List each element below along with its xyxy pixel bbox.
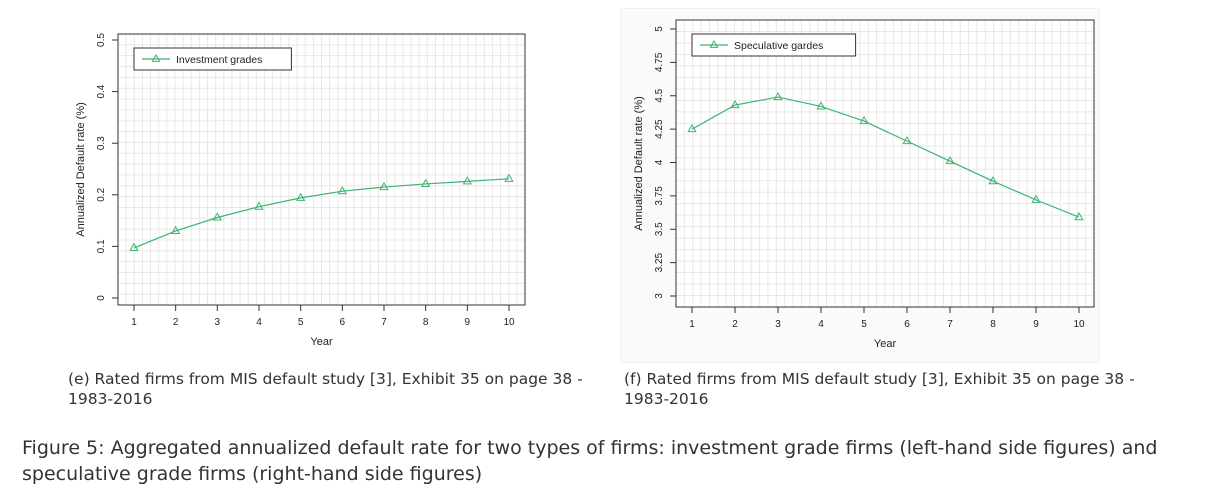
x-tick-label: 8 bbox=[990, 319, 996, 330]
y-tick-label: 5 bbox=[654, 26, 665, 32]
series-line bbox=[691, 96, 1080, 218]
chart-panel-investment: 1 2 3 4 5 6 7 8 9 10 0 0.1 0.2 0.3 0.4 0.5 Year Annualize… bbox=[60, 14, 540, 359]
x-tick-label: 5 bbox=[861, 319, 867, 330]
legend-box bbox=[691, 33, 857, 57]
y-tick-label: 4.75 bbox=[654, 52, 665, 72]
x-tick-label: 2 bbox=[173, 317, 179, 328]
data-point-marker bbox=[1074, 212, 1084, 221]
chart-speculative-grades: 1 2 3 4 5 6 7 8 9 10 3 3.25 3.5 3.75 4 4.25 4.5 4.75 5 Year… bbox=[633, 19, 1095, 350]
chart-panel-speculative: 1 2 3 4 5 6 7 8 9 10 3 3.25 3.5 3.75 4 4.25 4.5 4.75 5 Year… bbox=[620, 8, 1100, 363]
x-tick-label: 1 bbox=[131, 317, 137, 328]
data-point-marker bbox=[730, 99, 740, 109]
y-tick-label: 3.75 bbox=[654, 186, 665, 206]
y-tick-label: 3.5 bbox=[654, 222, 665, 236]
data-point-marker bbox=[773, 91, 783, 101]
y-tick-label: 3 bbox=[654, 293, 665, 299]
x-tick-label: 7 bbox=[381, 317, 387, 328]
subfigure-caption-f: (f) Rated firms from MIS default study [… bbox=[624, 370, 1135, 408]
data-point-marker bbox=[337, 185, 347, 195]
y-tick-label: 4.25 bbox=[654, 119, 665, 139]
legend-label: Speculative gardes bbox=[734, 40, 823, 52]
data-point-marker bbox=[462, 176, 472, 185]
y-tick-label: 0.3 bbox=[96, 136, 107, 150]
series-line bbox=[133, 178, 510, 249]
chart-investment-grades: 1 2 3 4 5 6 7 8 9 10 0 0.1 0.2 0.3 0.4 0.5 Year Annualize… bbox=[75, 33, 526, 348]
data-point-marker bbox=[859, 115, 869, 125]
x-tick-label: 6 bbox=[340, 317, 346, 328]
legend-marker bbox=[709, 39, 719, 48]
x-tick-label: 6 bbox=[904, 319, 910, 330]
data-point-marker bbox=[504, 173, 514, 182]
y-tick-label: 4 bbox=[654, 159, 665, 165]
data-point-marker bbox=[902, 135, 912, 145]
y-axis-label: Annualized Default rate (%) bbox=[633, 96, 645, 231]
x-tick-label: 3 bbox=[215, 317, 221, 328]
data-point-marker bbox=[945, 155, 955, 165]
data-point-marker bbox=[988, 175, 998, 185]
x-tick-label: 3 bbox=[775, 319, 781, 330]
legend-marker bbox=[151, 53, 161, 62]
x-axis-label: Year bbox=[874, 338, 897, 350]
data-point-marker bbox=[129, 242, 139, 251]
x-tick-label: 4 bbox=[818, 319, 824, 330]
data-point-marker bbox=[171, 225, 181, 234]
data-point-marker bbox=[296, 192, 306, 201]
y-tick-label: 0 bbox=[96, 295, 107, 301]
data-point-marker bbox=[379, 181, 389, 191]
x-tick-label: 9 bbox=[1033, 319, 1039, 330]
x-axis-label: Year bbox=[310, 336, 333, 348]
subfigure-caption-e: (e) Rated firms from MIS default study [… bbox=[68, 370, 583, 408]
y-tick-label: 0.2 bbox=[96, 187, 107, 201]
plot-frame bbox=[675, 19, 1095, 308]
x-tick-label: 9 bbox=[465, 317, 471, 328]
x-tick-label: 5 bbox=[298, 317, 304, 328]
legend-label: Investment grades bbox=[176, 54, 262, 66]
y-axis-label: Annualized Default rate (%) bbox=[75, 102, 87, 237]
data-point-marker bbox=[421, 178, 431, 187]
x-tick-label: 2 bbox=[732, 319, 738, 330]
x-tick-label: 10 bbox=[1073, 319, 1085, 330]
data-point-marker bbox=[254, 201, 264, 210]
y-tick-label: 3.25 bbox=[654, 252, 665, 272]
x-tick-label: 10 bbox=[503, 317, 515, 328]
y-tick-label: 0.5 bbox=[96, 33, 107, 47]
x-tick-label: 7 bbox=[947, 319, 953, 330]
data-point-marker bbox=[816, 101, 826, 110]
x-tick-label: 4 bbox=[256, 317, 262, 328]
figure-caption: Figure 5: Aggregated annualized default … bbox=[22, 437, 1158, 485]
data-point-marker bbox=[687, 123, 697, 133]
plot-frame bbox=[117, 33, 526, 306]
legend-box bbox=[133, 47, 292, 71]
x-tick-label: 1 bbox=[689, 319, 695, 330]
x-tick-label: 8 bbox=[423, 317, 429, 328]
y-tick-label: 0.1 bbox=[96, 239, 107, 253]
data-point-marker bbox=[212, 212, 222, 221]
grid bbox=[117, 33, 526, 306]
data-point-marker bbox=[1031, 194, 1041, 203]
y-tick-label: 4.5 bbox=[654, 88, 665, 102]
y-tick-label: 0.4 bbox=[96, 84, 107, 98]
